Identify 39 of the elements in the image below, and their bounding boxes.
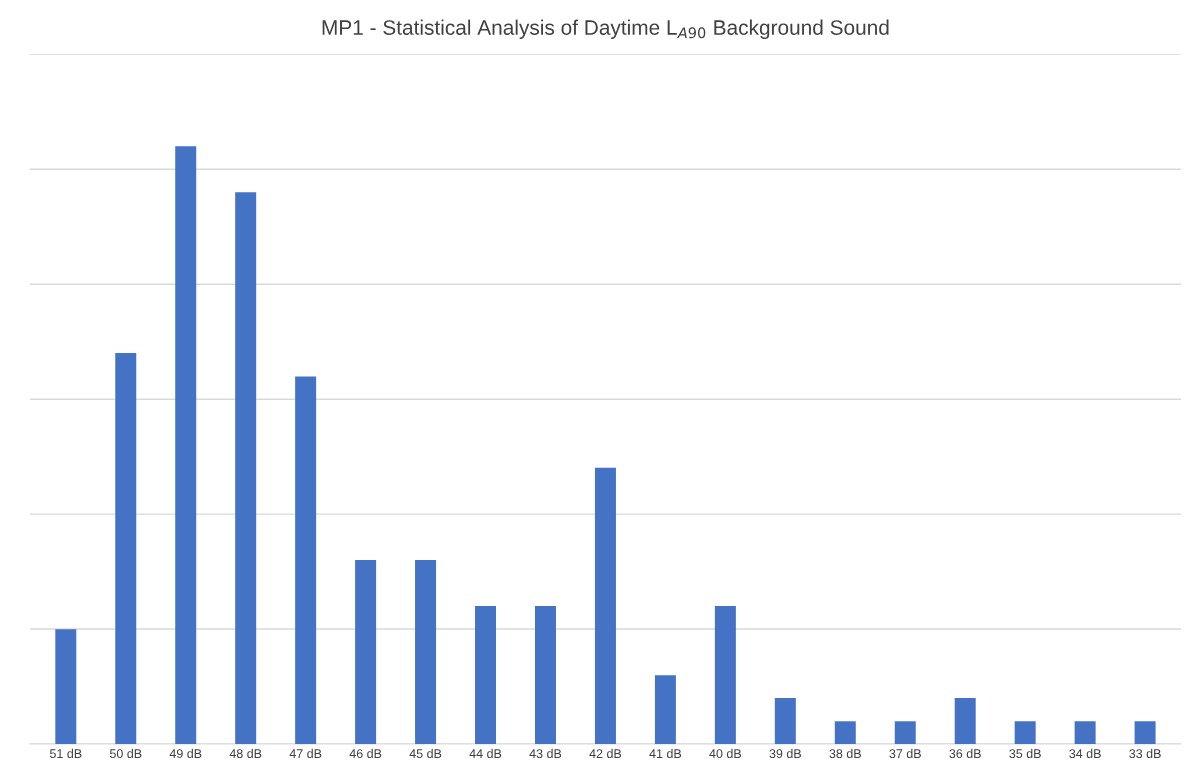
bar: [834, 721, 856, 744]
bar: [415, 559, 437, 744]
x-tick-label: 36 dB: [949, 748, 981, 759]
x-tick-label: 38 dB: [829, 748, 861, 759]
bar: [175, 146, 197, 744]
x-tick-label: 46 dB: [349, 748, 382, 759]
bar: [355, 559, 377, 744]
bar: [714, 605, 736, 744]
x-tick-label: 50 dB: [109, 748, 142, 759]
x-tick-label: 49 dB: [169, 748, 202, 759]
x-tick-label: 47 dB: [289, 748, 322, 759]
bar: [475, 605, 497, 744]
bar: [1074, 721, 1096, 744]
bar: [774, 697, 796, 744]
bar: [1134, 721, 1156, 744]
bar: [534, 605, 556, 744]
x-tick-label: 42 dB: [589, 748, 622, 759]
bar: [954, 697, 976, 744]
x-tick-label: 45 dB: [409, 748, 442, 759]
chart-title: MP1 - Statistical Analysis of Daytime L$_{A90}$ Background Sound: [322, 19, 889, 40]
x-tick-label: 39 dB: [769, 748, 801, 759]
bar: [1014, 721, 1036, 744]
x-tick-label: 48 dB: [229, 748, 262, 759]
x-tick-label: 44 dB: [469, 748, 502, 759]
x-tick-label: 33 dB: [1129, 748, 1161, 759]
x-tick-label: 34 dB: [1069, 748, 1101, 759]
bar: [115, 353, 137, 744]
bar: [55, 629, 77, 744]
bar: [295, 376, 317, 744]
bar: [594, 467, 616, 744]
x-tick-label: 43 dB: [529, 748, 562, 759]
bar: [235, 192, 257, 744]
x-tick-label: 40 dB: [709, 748, 742, 759]
x-tick-label: 51 dB: [49, 748, 82, 759]
bar: [654, 675, 676, 744]
bar: [894, 721, 916, 744]
x-tick-label: 37 dB: [889, 748, 921, 759]
x-tick-label: 35 dB: [1009, 748, 1041, 759]
x-tick-label: 41 dB: [649, 748, 682, 759]
